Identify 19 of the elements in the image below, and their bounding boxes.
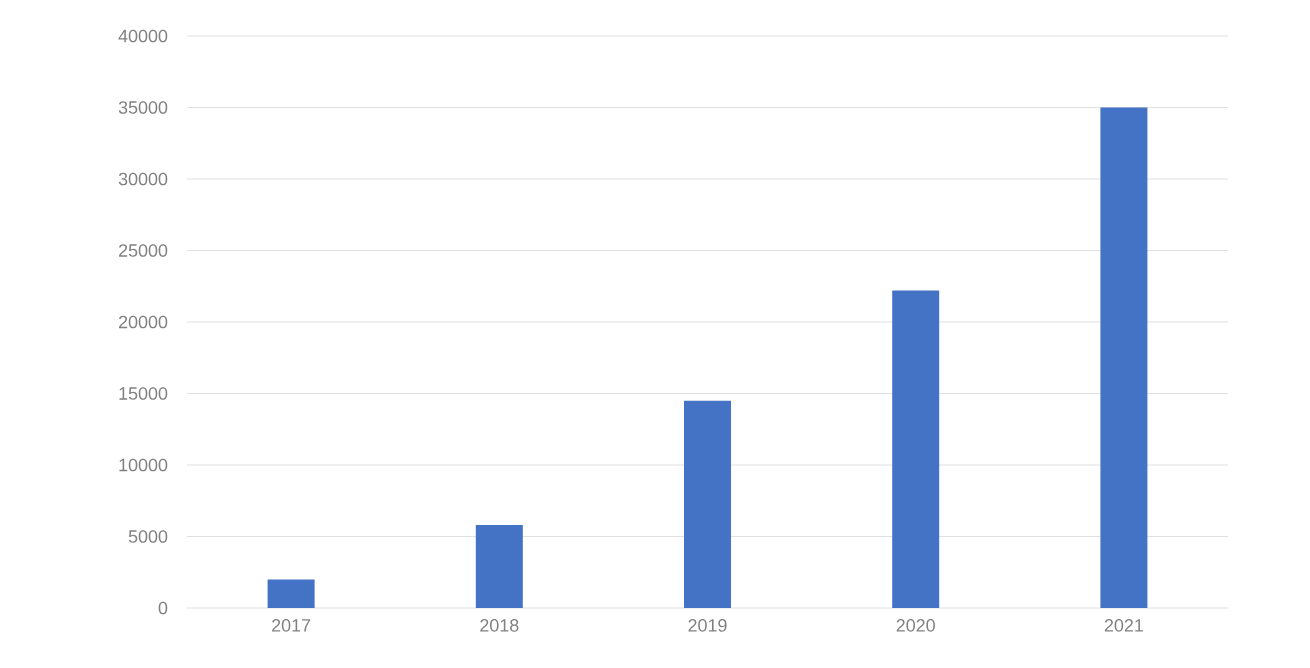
y-tick-label: 40000 [118, 29, 168, 43]
bar [892, 290, 940, 608]
bar [475, 525, 523, 608]
y-tick-label: 5000 [128, 530, 168, 543]
y-tick-label: 30000 [118, 172, 168, 186]
bar [267, 579, 315, 608]
y-tick-label: 15000 [119, 387, 168, 400]
y-tick-label: 25000 [119, 244, 168, 257]
y-tick-label: 10000 [119, 458, 168, 472]
x-tick-label: 2019 [688, 619, 727, 632]
y-tick-label: 0 [158, 601, 168, 615]
y-tick-label: 20000 [119, 315, 168, 329]
bar [1100, 107, 1148, 608]
bar [684, 400, 731, 608]
y-tick-label: 35000 [118, 101, 168, 114]
x-tick-label: 2017 [272, 619, 311, 632]
x-tick-label: 2018 [480, 619, 519, 632]
x-tick-label: 2021 [1104, 619, 1143, 632]
x-tick-label: 2020 [896, 619, 935, 632]
